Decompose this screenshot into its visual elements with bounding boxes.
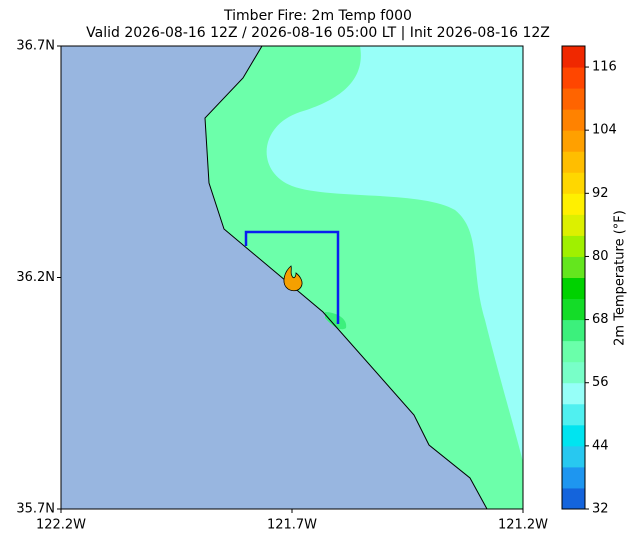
colorbar-band xyxy=(562,340,585,363)
map xyxy=(60,45,524,510)
colorbar-tick-label: 80 xyxy=(592,249,609,264)
subtitle: Valid 2026-08-16 12Z / 2026-08-16 05:00 … xyxy=(86,25,550,41)
colorbar-band xyxy=(562,151,585,173)
x-tick-label: 121.2W xyxy=(498,518,548,533)
colorbar-tick-label: 92 xyxy=(592,186,609,201)
y-tick-label: 36.7N xyxy=(16,39,55,54)
colorbar-band xyxy=(562,172,585,194)
colorbar-band xyxy=(562,424,585,447)
colorbar-band xyxy=(562,67,585,89)
y-tick-label: 36.2N xyxy=(16,270,55,285)
colorbar-band xyxy=(562,256,585,278)
fire-box xyxy=(244,230,340,324)
colorbar-tick-label: 104 xyxy=(592,123,617,138)
colorbar-tick-label: 32 xyxy=(592,502,609,517)
colorbar-band xyxy=(562,109,585,131)
colorbar-tick-label: 116 xyxy=(592,60,617,75)
colorbar-band xyxy=(562,130,585,152)
fire-icon xyxy=(283,265,303,292)
colorbar-band xyxy=(562,214,585,236)
colorbar-band xyxy=(562,466,585,489)
colorbar-band xyxy=(562,403,585,426)
colorbar-tick-label: 44 xyxy=(592,438,609,453)
colorbar-band xyxy=(562,46,585,68)
colorbar-band xyxy=(562,319,585,342)
colorbar-band xyxy=(562,235,585,257)
colorbar-band xyxy=(562,487,585,510)
title: Timber Fire: 2m Temp f000 xyxy=(223,8,412,24)
patch xyxy=(325,312,347,330)
warm-zone xyxy=(266,46,523,462)
y-tick-label: 35.7N xyxy=(16,502,55,517)
colorbar-band xyxy=(562,382,585,405)
colorbar-band xyxy=(562,193,585,215)
colorbar-band xyxy=(562,361,585,384)
colorbar-tick-label: 68 xyxy=(592,312,609,327)
colorbar-label: 2m Temperature (°F) xyxy=(613,210,628,346)
x-tick-label: 122.2W xyxy=(36,518,86,533)
colorbar-band xyxy=(562,298,585,321)
colorbar-frame xyxy=(561,45,586,510)
coastline xyxy=(204,45,488,510)
colorbar-band xyxy=(562,88,585,110)
colorbar-band xyxy=(562,277,585,300)
x-tick-label: 121.7W xyxy=(267,518,317,533)
colorbar-tick-label: 56 xyxy=(592,375,609,390)
colorbar-band xyxy=(562,445,585,468)
